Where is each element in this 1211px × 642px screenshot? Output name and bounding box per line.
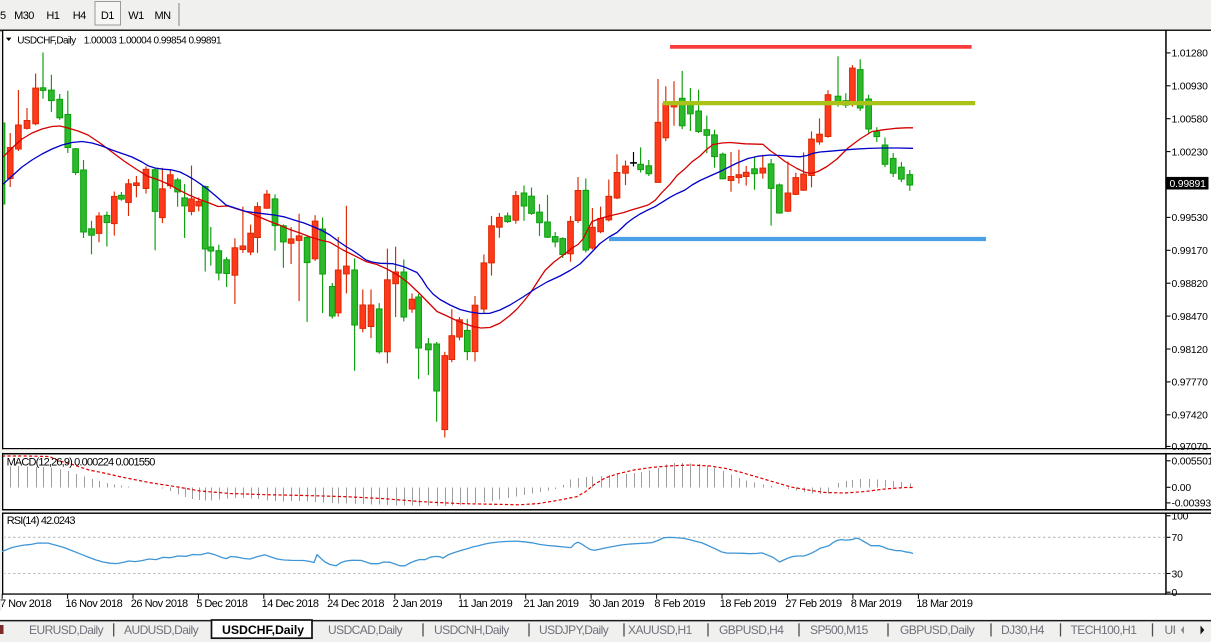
svg-text:1.00003 1.00004 0.99854 0.9989: 1.00003 1.00004 0.99854 0.99891 [84,36,222,47]
svg-text:70: 70 [1172,533,1184,544]
svg-text:27 Feb 2019: 27 Feb 2019 [785,598,842,610]
svg-text:USDCHF,Daily: USDCHF,Daily [222,623,304,637]
svg-text:26 Nov 2018: 26 Nov 2018 [131,598,188,610]
svg-text:1.01280: 1.01280 [1172,49,1209,60]
svg-text:14 Dec 2018: 14 Dec 2018 [262,598,319,610]
svg-text:0.005501: 0.005501 [1172,457,1211,468]
svg-text:18 Mar 2019: 18 Mar 2019 [916,598,973,610]
svg-text:0.97070: 0.97070 [1172,442,1209,453]
svg-text:1.00930: 1.00930 [1172,82,1209,93]
svg-text:5: 5 [0,10,6,22]
svg-text:H1: H1 [46,10,59,22]
svg-text:TECH100,H1: TECH100,H1 [1071,623,1138,637]
svg-text:0.97770: 0.97770 [1172,378,1209,389]
svg-text:DJ30,H4: DJ30,H4 [1001,623,1045,637]
svg-text:W1: W1 [128,10,144,22]
svg-text:5 Dec 2018: 5 Dec 2018 [196,598,248,610]
svg-text:GBPUSD,Daily: GBPUSD,Daily [900,623,975,637]
svg-text:M30: M30 [14,10,34,22]
svg-text:21 Jan 2019: 21 Jan 2019 [524,598,579,610]
svg-text:USDCHF,Daily: USDCHF,Daily [17,36,76,47]
svg-text:H4: H4 [73,10,86,22]
svg-text:0.98120: 0.98120 [1172,345,1209,356]
svg-text:0.98470: 0.98470 [1172,312,1209,323]
svg-text:0.97420: 0.97420 [1172,411,1209,422]
svg-text:MACD(12,26,9) 0.000224 0.00155: MACD(12,26,9) 0.000224 0.001550 [7,457,156,469]
svg-text:D1: D1 [101,10,114,22]
svg-text:USDCNH,Daily: USDCNH,Daily [434,623,509,637]
svg-text:XAUUSD,H1: XAUUSD,H1 [628,623,693,637]
svg-text:8 Feb 2019: 8 Feb 2019 [654,598,705,610]
svg-text:USDJPY,Daily: USDJPY,Daily [539,623,609,637]
svg-text:0: 0 [1172,588,1178,599]
svg-text:0.99170: 0.99170 [1172,246,1209,257]
svg-text:8 Mar 2019: 8 Mar 2019 [851,598,902,610]
svg-text:30 Jan 2019: 30 Jan 2019 [589,598,644,610]
svg-text:0.98820: 0.98820 [1172,279,1209,290]
svg-text:2 Jan 2019: 2 Jan 2019 [393,598,443,610]
svg-text:0.99530: 0.99530 [1172,213,1209,224]
svg-text:UI: UI [1165,623,1176,637]
svg-text:30: 30 [1172,569,1184,580]
svg-text:100: 100 [1172,512,1189,523]
svg-text:18 Feb 2019: 18 Feb 2019 [720,598,777,610]
svg-text:0.99891: 0.99891 [1170,179,1207,190]
svg-text:1.00580: 1.00580 [1172,115,1209,126]
svg-text:RSI(14) 42.0243: RSI(14) 42.0243 [7,515,76,527]
svg-text:USDCAD,Daily: USDCAD,Daily [328,623,403,637]
svg-text:16 Nov 2018: 16 Nov 2018 [65,598,122,610]
svg-text:MN: MN [154,10,171,22]
svg-text:1.00230: 1.00230 [1172,147,1209,158]
svg-text:AUDUSD,Daily: AUDUSD,Daily [124,623,199,637]
svg-text:EURUSD,Daily: EURUSD,Daily [29,623,104,637]
svg-text:0.00: 0.00 [1172,483,1192,494]
svg-text:7 Nov 2018: 7 Nov 2018 [0,598,52,610]
svg-text:11 Jan 2019: 11 Jan 2019 [458,598,513,610]
svg-text:24 Dec 2018: 24 Dec 2018 [327,598,384,610]
svg-text:GBPUSD,H4: GBPUSD,H4 [719,623,784,637]
svg-text:SP500,M15: SP500,M15 [810,623,869,637]
